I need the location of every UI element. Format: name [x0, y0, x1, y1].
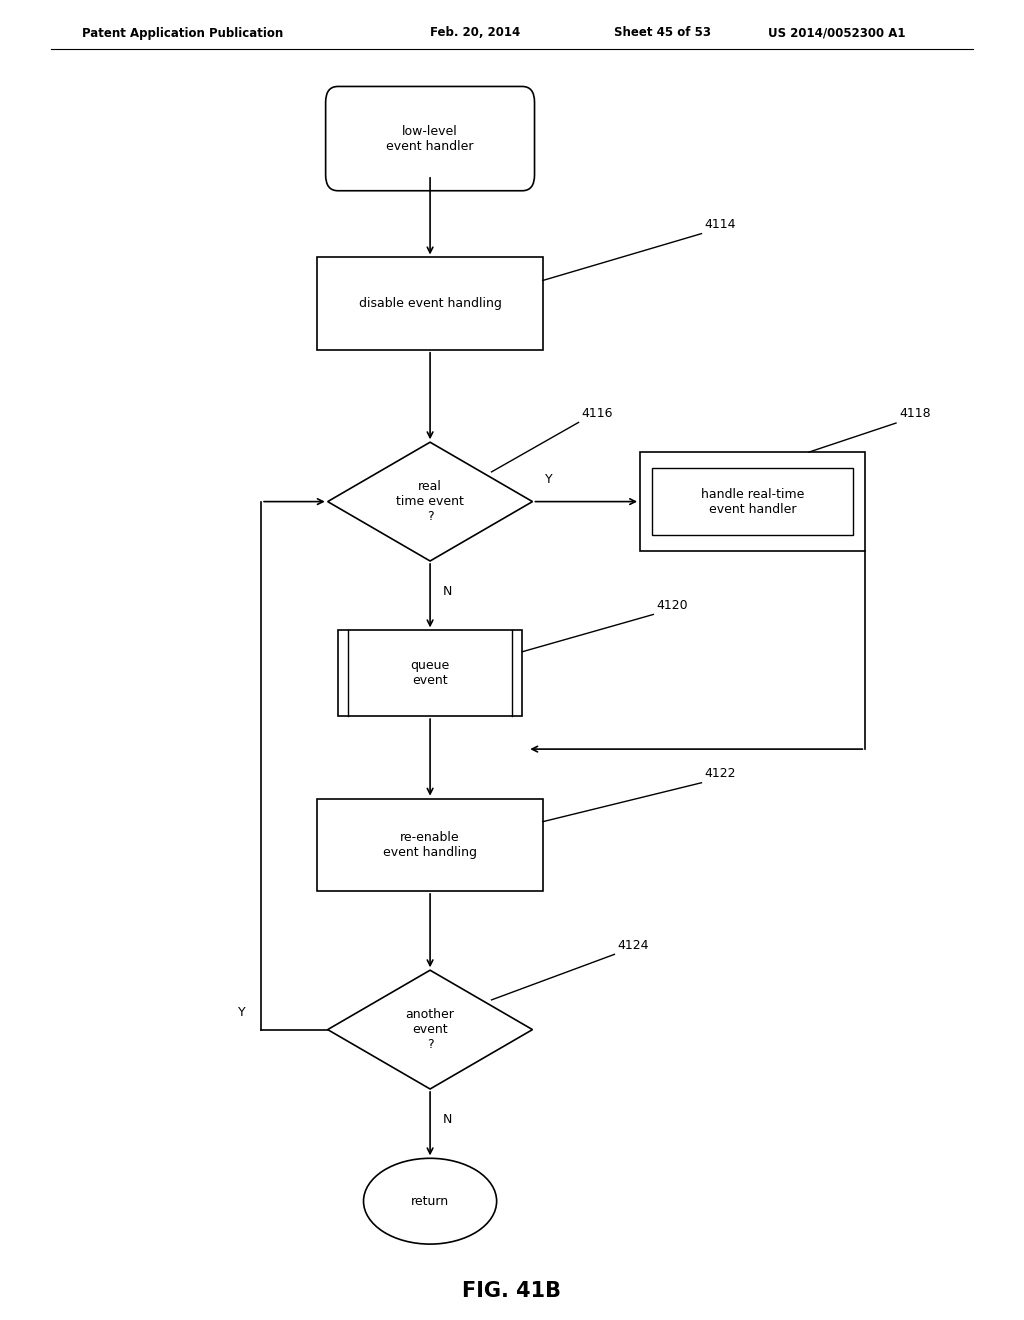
Text: 4118: 4118 [899, 408, 931, 420]
Text: N: N [442, 585, 452, 598]
Polygon shape [328, 442, 532, 561]
Text: Feb. 20, 2014: Feb. 20, 2014 [430, 26, 520, 40]
Bar [317, 257, 543, 350]
Text: disable event handling: disable event handling [358, 297, 502, 310]
Text: another
event
?: another event ? [406, 1008, 455, 1051]
Polygon shape [328, 970, 532, 1089]
Bar [317, 799, 543, 891]
Text: 4120: 4120 [656, 599, 688, 612]
Text: Sheet 45 of 53: Sheet 45 of 53 [614, 26, 712, 40]
Text: low-level
event handler: low-level event handler [386, 124, 474, 153]
Text: Y: Y [239, 1006, 246, 1019]
Text: re-enable
event handling: re-enable event handling [383, 830, 477, 859]
Text: US 2014/0052300 A1: US 2014/0052300 A1 [768, 26, 905, 40]
Text: 4122: 4122 [705, 767, 736, 780]
Text: queue
event: queue event [411, 659, 450, 688]
Text: Patent Application Publication: Patent Application Publication [82, 26, 284, 40]
Text: handle real-time
event handler: handle real-time event handler [701, 487, 804, 516]
Text: 4116: 4116 [582, 407, 613, 420]
Ellipse shape [364, 1159, 497, 1243]
Text: 4114: 4114 [705, 218, 736, 231]
Text: FIG. 41B: FIG. 41B [463, 1280, 561, 1302]
Text: return: return [411, 1195, 450, 1208]
Text: Y: Y [545, 473, 552, 486]
Bar [640, 453, 865, 552]
Bar [338, 631, 522, 715]
Bar [652, 467, 853, 536]
Text: 4124: 4124 [617, 939, 649, 952]
Text: N: N [442, 1113, 452, 1126]
Text: real
time event
?: real time event ? [396, 480, 464, 523]
FancyBboxPatch shape [326, 87, 535, 190]
